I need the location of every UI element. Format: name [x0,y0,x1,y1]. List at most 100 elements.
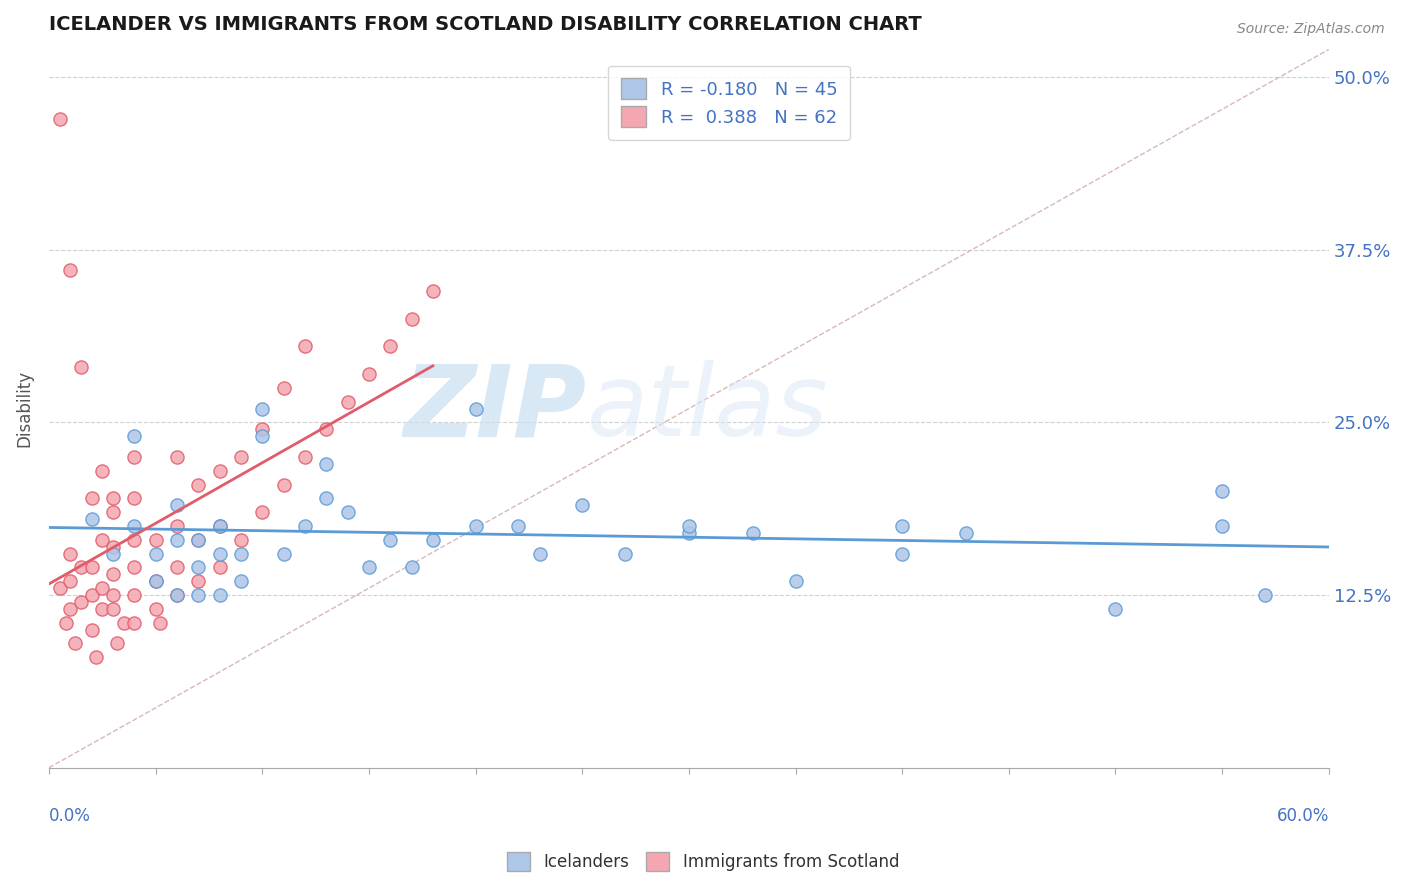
Point [112,615,135,630]
Point [101,540,124,554]
Point [91,533,114,547]
Point [315,457,337,471]
Text: ZIP: ZIP [404,360,586,457]
Point [166,533,188,547]
Point [187,477,209,491]
Point [401,560,423,574]
Point [252,505,274,519]
Text: Source: ZipAtlas.com: Source: ZipAtlas.com [1237,22,1385,37]
Point [59,547,82,561]
Point [955,525,977,540]
Point [315,422,337,436]
Point [571,498,593,512]
Point [145,602,167,616]
Point [80,588,103,602]
Point [187,588,209,602]
Point [208,560,231,574]
Text: 60.0%: 60.0% [1277,807,1329,825]
Point [380,533,402,547]
Point [529,547,551,561]
Point [252,429,274,443]
Text: 0.0%: 0.0% [49,807,91,825]
Point [273,547,295,561]
Point [166,560,188,574]
Point [145,533,167,547]
Y-axis label: Disability: Disability [15,370,32,447]
Point [229,450,252,464]
Point [149,615,172,630]
Point [101,588,124,602]
Point [124,533,146,547]
Point [229,547,252,561]
Point [101,505,124,519]
Point [91,581,114,595]
Point [294,519,316,533]
Point [124,491,146,506]
Point [145,574,167,589]
Point [613,547,636,561]
Point [252,422,274,436]
Point [273,477,295,491]
Legend: R = -0.180   N = 45, R =  0.388   N = 62: R = -0.180 N = 45, R = 0.388 N = 62 [609,66,851,140]
Point [166,588,188,602]
Point [401,311,423,326]
Point [294,450,316,464]
Point [273,381,295,395]
Point [70,360,93,375]
Point [166,519,188,533]
Point [678,525,700,540]
Point [124,588,146,602]
Point [336,394,359,409]
Point [59,602,82,616]
Point [145,547,167,561]
Point [80,512,103,526]
Point [1211,484,1233,499]
Point [208,519,231,533]
Point [187,574,209,589]
Point [187,533,209,547]
Point [101,547,124,561]
Point [48,581,70,595]
Point [1254,588,1277,602]
Point [124,450,146,464]
Point [464,519,486,533]
Point [124,519,146,533]
Point [48,112,70,126]
Point [84,650,107,665]
Point [252,401,274,416]
Point [741,525,763,540]
Point [1211,519,1233,533]
Point [187,533,209,547]
Text: ICELANDER VS IMMIGRANTS FROM SCOTLAND DISABILITY CORRELATION CHART: ICELANDER VS IMMIGRANTS FROM SCOTLAND DI… [49,15,922,34]
Point [187,560,209,574]
Point [380,339,402,353]
Point [294,339,316,353]
Point [422,284,444,298]
Point [229,574,252,589]
Point [891,519,914,533]
Point [422,533,444,547]
Point [105,636,128,650]
Point [91,464,114,478]
Point [59,263,82,277]
Point [166,450,188,464]
Point [891,547,914,561]
Point [336,505,359,519]
Point [315,491,337,506]
Point [101,602,124,616]
Point [208,588,231,602]
Point [208,464,231,478]
Point [124,429,146,443]
Point [124,560,146,574]
Point [166,588,188,602]
Point [63,636,86,650]
Point [357,560,380,574]
Point [464,401,486,416]
Point [678,519,700,533]
Point [80,623,103,637]
Point [166,498,188,512]
Point [80,491,103,506]
Point [208,519,231,533]
Point [145,574,167,589]
Point [508,519,530,533]
